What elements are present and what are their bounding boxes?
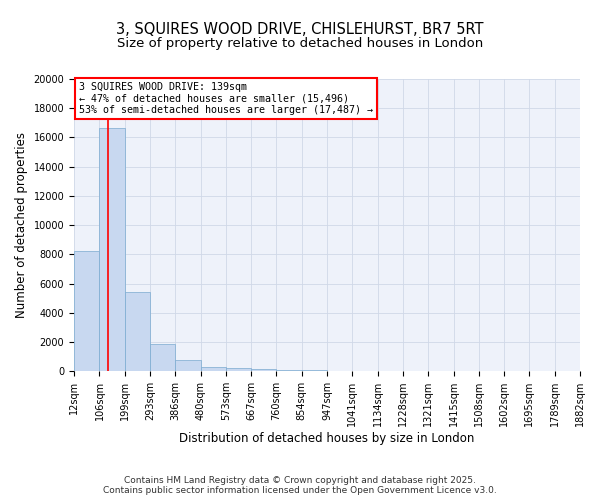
- Bar: [125, 292, 150, 371]
- Bar: [277, 370, 302, 371]
- Text: 3 SQUIRES WOOD DRIVE: 139sqm
← 47% of detached houses are smaller (15,496)
53% o: 3 SQUIRES WOOD DRIVE: 139sqm ← 47% of de…: [79, 82, 373, 115]
- Bar: [150, 344, 175, 371]
- X-axis label: Distribution of detached houses by size in London: Distribution of detached houses by size …: [179, 432, 475, 445]
- Bar: [100, 128, 125, 371]
- Text: 3, SQUIRES WOOD DRIVE, CHISLEHURST, BR7 5RT: 3, SQUIRES WOOD DRIVE, CHISLEHURST, BR7 …: [116, 22, 484, 38]
- Bar: [302, 370, 327, 371]
- Bar: [200, 367, 226, 371]
- Y-axis label: Number of detached properties: Number of detached properties: [15, 132, 28, 318]
- Bar: [251, 369, 277, 371]
- Text: Size of property relative to detached houses in London: Size of property relative to detached ho…: [117, 38, 483, 51]
- Bar: [175, 360, 200, 371]
- Bar: [327, 370, 352, 371]
- Text: Contains HM Land Registry data © Crown copyright and database right 2025.
Contai: Contains HM Land Registry data © Crown c…: [103, 476, 497, 495]
- Bar: [226, 368, 251, 371]
- Bar: [74, 252, 100, 371]
